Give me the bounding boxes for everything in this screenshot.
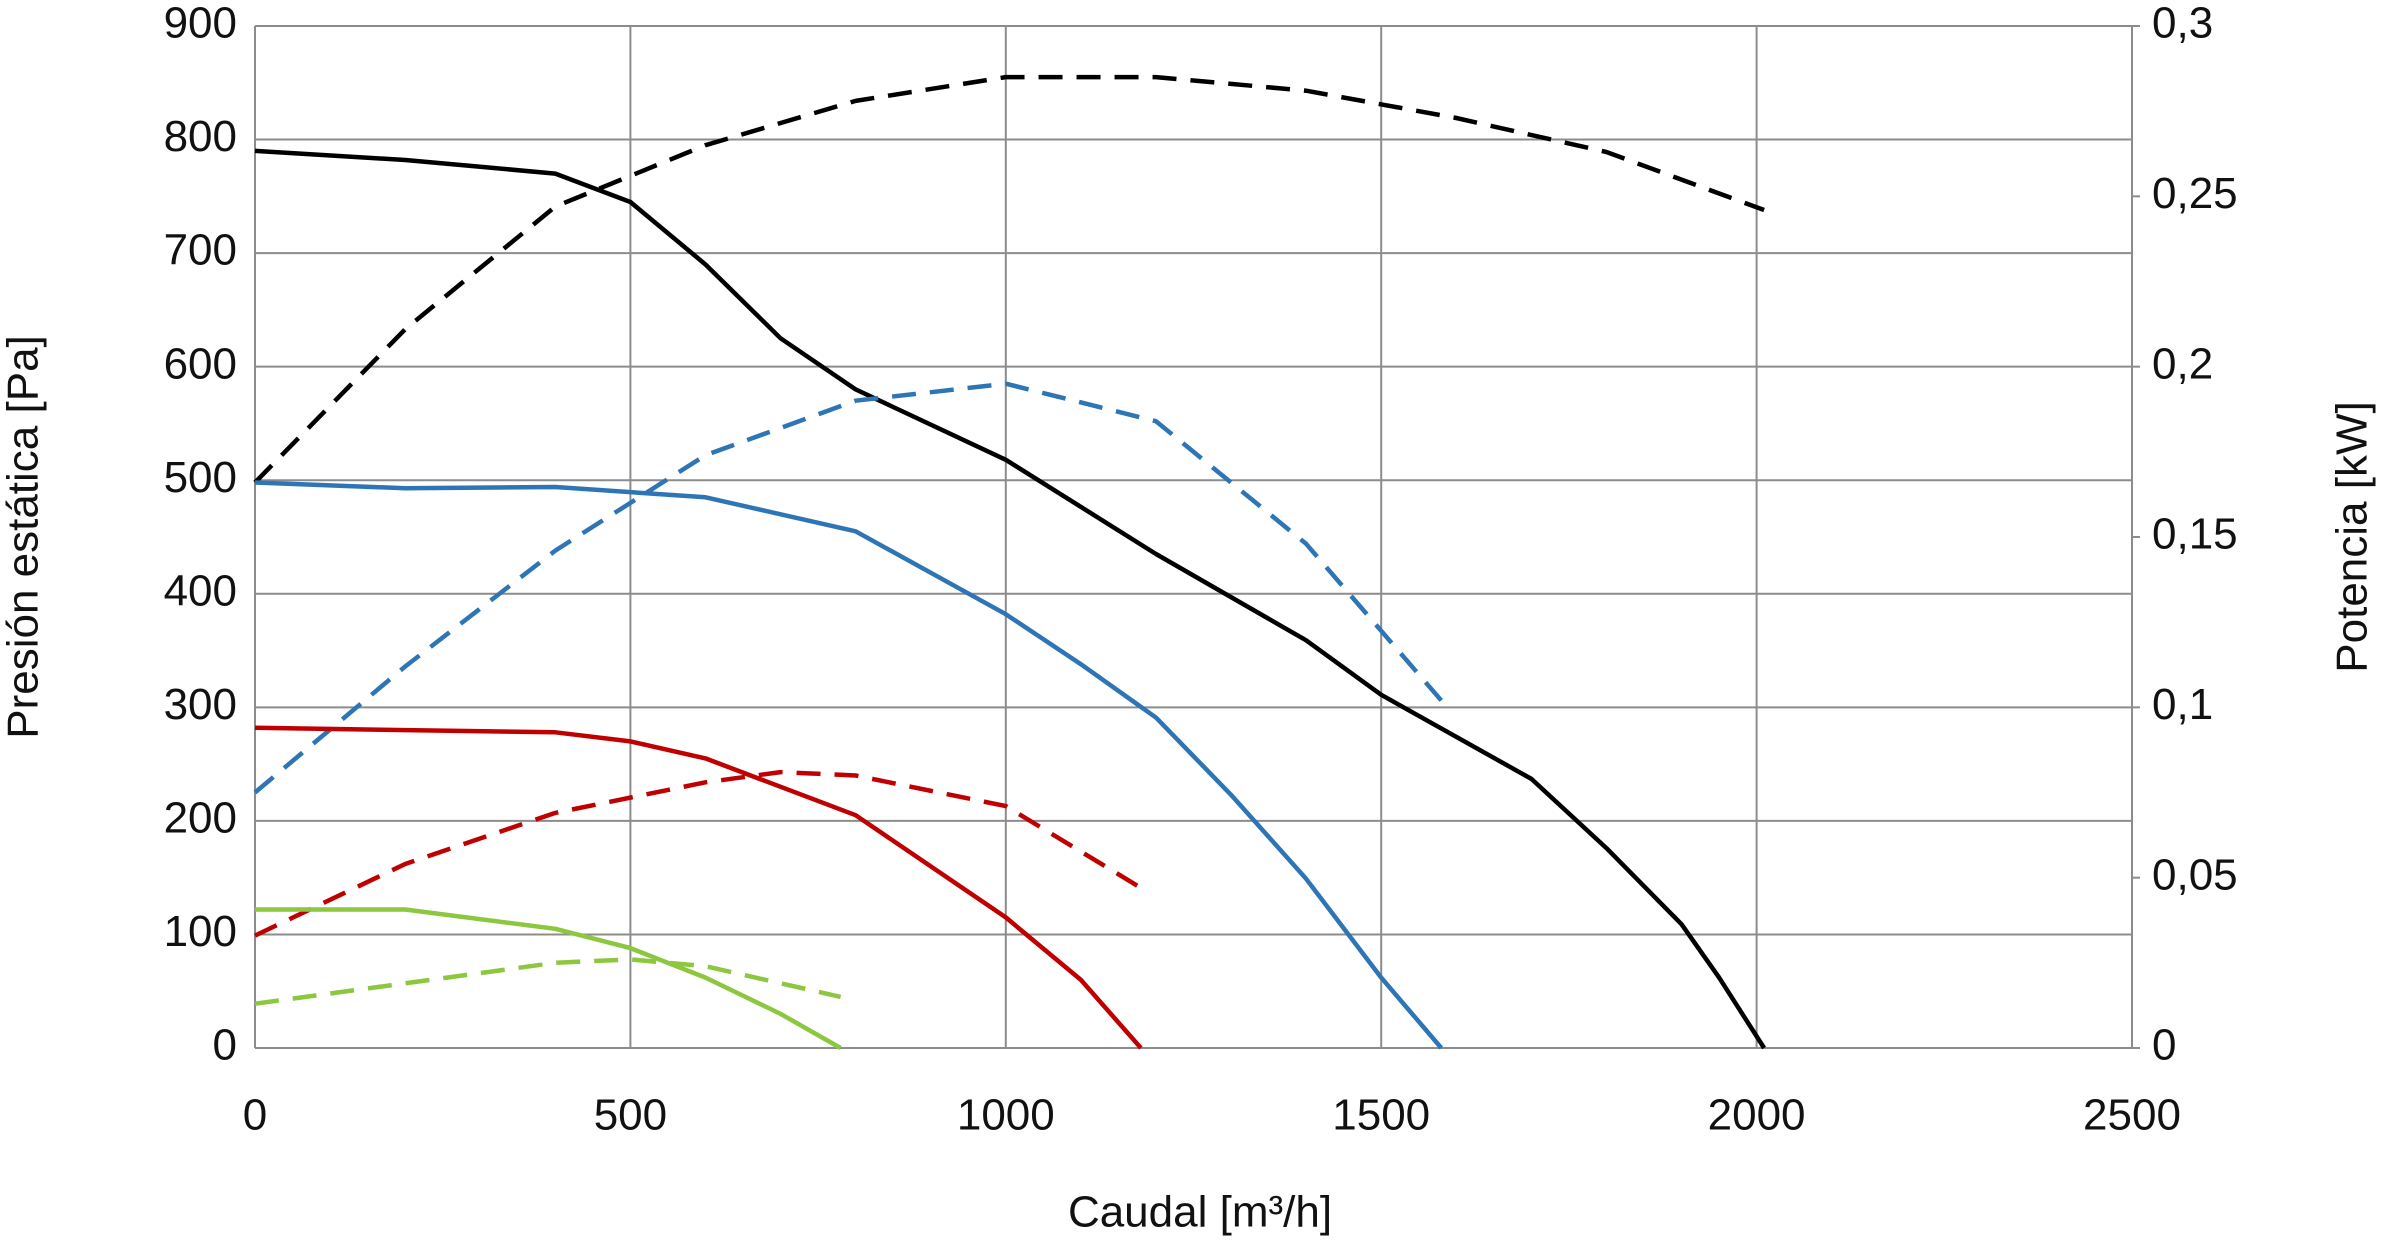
y-tick-label: 800 [164, 112, 237, 161]
series-line [255, 907, 842, 1050]
y-tick-label: 100 [164, 907, 237, 956]
y2-tick-label: 0,1 [2152, 680, 2213, 729]
y2-axis-label: Potencia [kW] [2328, 401, 2377, 672]
series-line [254, 769, 1143, 938]
series-line [254, 957, 842, 1006]
x-tick-label: 1500 [1332, 1091, 1430, 1140]
x-tick-label: 2500 [2083, 1091, 2181, 1140]
x-tick-label: 0 [243, 1091, 267, 1140]
x-axis-label: Caudal [m³/h] [1068, 1188, 1332, 1237]
y2-tick-label: 0,2 [2152, 339, 2213, 388]
y2-tick-label: 0,05 [2152, 850, 2238, 899]
y-tick-label: 700 [164, 226, 237, 275]
y-axis-label: Presión estática [Pa] [0, 335, 48, 739]
series-line [254, 148, 1766, 1050]
y-tick-label: 600 [164, 339, 237, 388]
x-tick-label: 2000 [1708, 1091, 1806, 1140]
y-tick-label: 400 [164, 566, 237, 615]
y-tick-label: 900 [164, 0, 237, 48]
series-line [254, 725, 1143, 1050]
series-line [253, 74, 1765, 485]
y-tick-label: 300 [164, 680, 237, 729]
y-tick-label: 0 [213, 1021, 237, 1070]
series-line [253, 381, 1444, 795]
y-tick-label: 500 [164, 453, 237, 502]
y2-tick-label: 0,3 [2152, 0, 2213, 48]
x-tick-label: 500 [594, 1091, 667, 1140]
y-tick-label: 200 [164, 794, 237, 843]
y2-tick-label: 0,15 [2152, 510, 2238, 559]
series-line [254, 480, 1444, 1050]
y2-tick-label: 0,25 [2152, 169, 2238, 218]
y2-tick-label: 0 [2152, 1021, 2176, 1070]
x-tick-label: 1000 [957, 1091, 1055, 1140]
